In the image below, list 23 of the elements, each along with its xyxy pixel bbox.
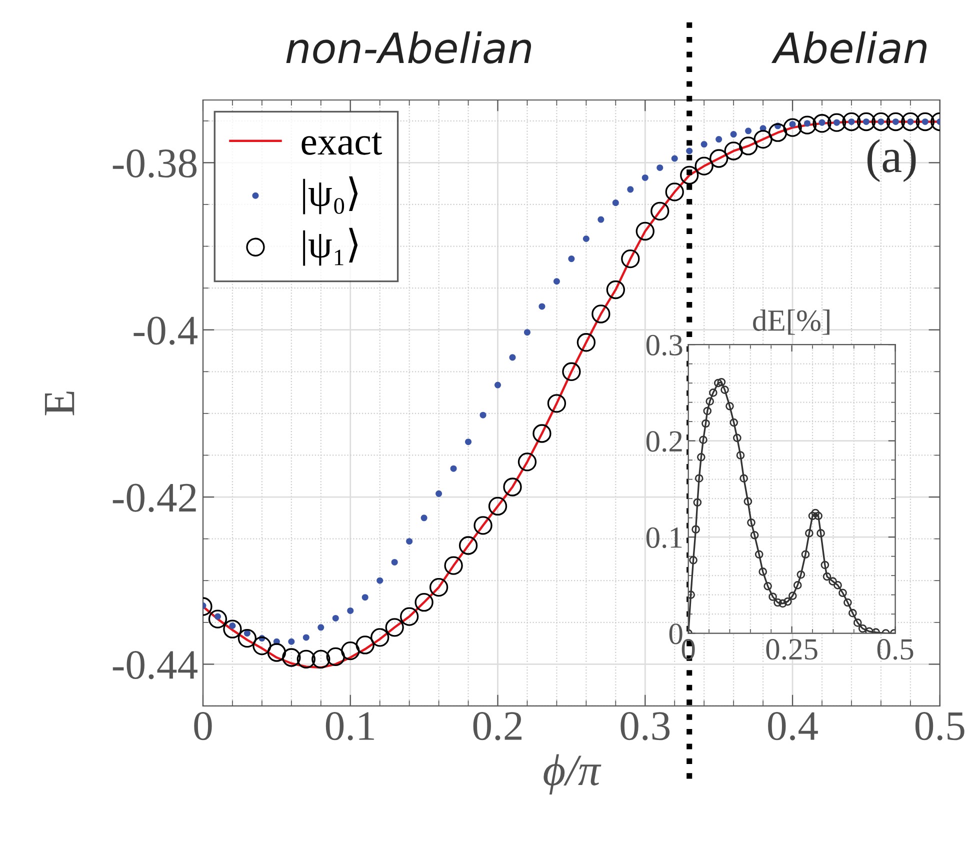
x-tick-label: 0.5 (915, 712, 964, 740)
x-axis-title: ϕ/π (544, 754, 602, 794)
y-tick-label: 0.3 (646, 334, 682, 356)
y-tick-label: -0.4 (134, 316, 198, 345)
y-tick-label: -0.44 (112, 650, 198, 680)
y-tick-label: 0.2 (646, 431, 682, 452)
chart-title: dE[%] (753, 309, 830, 335)
y-tick-label: -0.42 (112, 484, 196, 512)
y-tick-label: -0.38 (112, 149, 197, 178)
x-tick-label: 0.1 (326, 712, 374, 740)
y-tick-label: 0.1 (646, 527, 682, 548)
y-tick-label: 0 (669, 624, 682, 644)
annotation: (a) (867, 139, 916, 182)
y-axis-title: E (44, 392, 74, 416)
text: Abelian (771, 31, 926, 64)
x-tick-label: 0.2 (473, 712, 522, 740)
legend-label: |ψ₁⟩ (303, 228, 358, 266)
text: non-Abelian (286, 31, 532, 64)
x-tick-label: 0.25 (766, 639, 818, 660)
x-tick-label: 0.5 (877, 639, 914, 660)
legend-label: exact (302, 132, 382, 155)
x-tick-label: 0.4 (768, 712, 818, 740)
legend-label: |ψ₀⟩ (303, 176, 358, 214)
